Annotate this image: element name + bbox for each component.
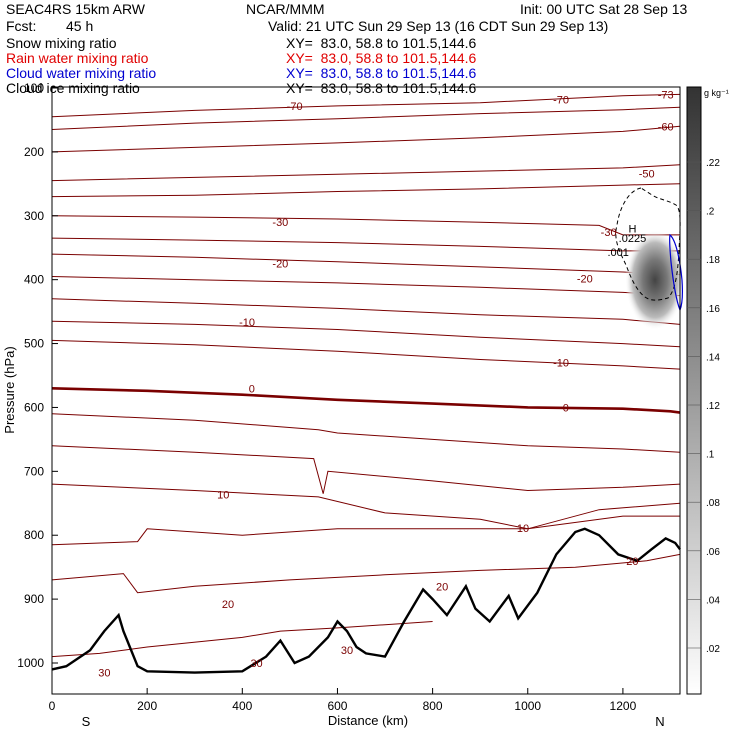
contour-label: 20 — [626, 556, 638, 568]
contour-label: 10 — [517, 523, 529, 535]
colorbar-label: .12 — [706, 401, 720, 412]
colorbar-label: .02 — [706, 644, 720, 655]
x-tick-label: 600 — [327, 699, 347, 713]
colorbar-unit: g kg⁻¹ — [704, 88, 729, 98]
isotherm — [51, 215, 680, 236]
south-label: S — [82, 714, 91, 729]
isotherm — [51, 164, 681, 182]
cloud-label: .001 — [607, 247, 628, 259]
x-tick-label: 400 — [232, 699, 252, 713]
y-tick-label: 700 — [24, 464, 44, 478]
colorbar-label: .18 — [706, 255, 720, 266]
isotherm — [51, 106, 681, 130]
y-tick-label: 400 — [24, 273, 44, 287]
contour-label: -30 — [272, 217, 288, 229]
colorbar-label: .06 — [706, 547, 720, 558]
colorbar-label: .22 — [706, 158, 720, 169]
contour-label: 30 — [341, 645, 353, 657]
y-tick-label: 200 — [24, 145, 44, 159]
contour-label: -70 — [287, 101, 303, 113]
x-axis-title: Distance (km) — [328, 713, 408, 728]
colorbar-label: .08 — [706, 498, 720, 509]
isotherm — [51, 445, 681, 494]
field-name-cloud-ice: Cloud ice mixing ratio — [6, 80, 140, 96]
x-tick-label: 1200 — [610, 699, 637, 713]
contour-label: -20 — [577, 273, 593, 285]
contour-label: 10 — [217, 489, 229, 501]
field-name-cloud-water: Cloud water mixing ratio — [6, 65, 157, 81]
terrain-profile — [51, 527, 681, 674]
init-time: Init: 00 UTC Sat 28 Sep 13 — [520, 1, 688, 17]
field-xy-snow: XY= 83.0, 58.8 to 101.5,144.6 — [286, 35, 477, 51]
contour-label: 0 — [563, 402, 569, 414]
contour-label: -73 — [658, 89, 674, 101]
colorbar-label: .2 — [706, 207, 715, 218]
field-xy-cloud-water: XY= 83.0, 58.8 to 101.5,144.6 — [286, 65, 477, 81]
field-xy-cloud-ice: XY= 83.0, 58.8 to 101.5,144.6 — [286, 80, 477, 96]
contour-label: -50 — [639, 169, 655, 181]
contour-label: -10 — [553, 358, 569, 370]
model-title: SEAC4RS 15km ARW — [6, 1, 146, 17]
forecast-hour: 45 h — [66, 18, 94, 34]
isotherm — [51, 553, 681, 594]
x-tick-label: 0 — [49, 699, 56, 713]
colorbar-label: .16 — [706, 304, 720, 315]
y-tick-label: 1000 — [17, 656, 44, 670]
contour-label: 0 — [249, 383, 255, 395]
colorbar-label: .1 — [706, 450, 715, 461]
colorbar-label: .04 — [706, 595, 720, 606]
isotherm — [51, 483, 680, 530]
field-name-snow: Snow mixing ratio — [6, 35, 117, 51]
x-tick-label: 200 — [137, 699, 157, 713]
freezing-level-contour — [51, 387, 681, 414]
org-label: NCAR/MMM — [246, 1, 325, 17]
cloud-ice-contour — [615, 187, 681, 301]
temperature-contours — [51, 93, 681, 658]
isotherm — [51, 621, 433, 658]
contour-label: -10 — [239, 317, 255, 329]
y-axis-title: Pressure (hPa) — [2, 346, 17, 433]
plot-frame — [51, 86, 681, 695]
contour-label: 30 — [98, 668, 110, 680]
isotherm — [51, 183, 681, 198]
contour-label: 20 — [436, 581, 448, 593]
y-tick-label: 500 — [24, 337, 44, 351]
isotherm — [51, 320, 681, 348]
contour-label: 30 — [250, 658, 262, 670]
y-tick-label: 800 — [24, 528, 44, 542]
isotherm — [51, 253, 681, 276]
isotherm — [51, 237, 680, 252]
cloud-label: .0225 — [619, 233, 647, 245]
x-tick-label: 800 — [423, 699, 443, 713]
contour-label: 20 — [222, 599, 234, 611]
contour-label: -70 — [553, 95, 569, 107]
x-tick-label: 1000 — [514, 699, 541, 713]
contour-label: -60 — [658, 121, 674, 133]
field-name-rain: Rain water mixing ratio — [6, 50, 149, 66]
north-label: N — [655, 714, 664, 729]
contour-label: -30 — [601, 227, 617, 239]
contour-label: -20 — [272, 259, 288, 271]
cloud-label: H — [628, 224, 636, 236]
colorbar — [686, 86, 702, 695]
colorbar-label: .14 — [706, 352, 720, 363]
isotherm — [51, 298, 681, 325]
valid-time: Valid: 21 UTC Sun 29 Sep 13 (16 CDT Sun … — [268, 18, 609, 34]
isotherm — [51, 125, 681, 153]
isotherm — [51, 93, 681, 118]
forecast-label: Fcst: — [6, 18, 37, 34]
field-xy-rain: XY= 83.0, 58.8 to 101.5,144.6 — [286, 50, 477, 66]
y-tick-label: 600 — [24, 400, 44, 414]
isotherm — [51, 502, 681, 546]
y-tick-label: 100 — [24, 81, 44, 95]
y-tick-label: 900 — [24, 592, 44, 606]
y-tick-label: 300 — [24, 209, 44, 223]
isotherm — [51, 413, 681, 453]
isotherm — [51, 339, 681, 370]
